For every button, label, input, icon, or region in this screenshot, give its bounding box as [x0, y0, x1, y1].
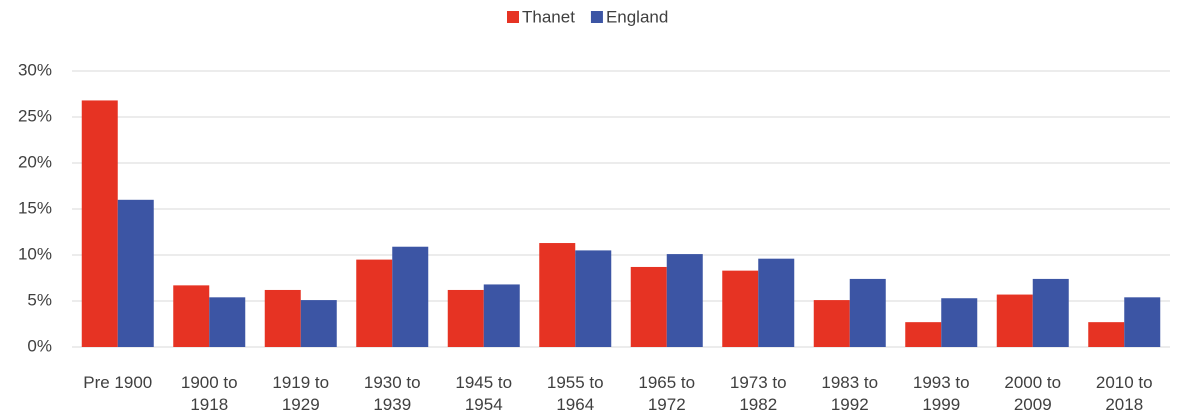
x-tick-label: 1945 to 1954 [455, 373, 513, 414]
y-tick-label: 5% [27, 290, 52, 309]
x-tick-label: 1983 to 1992 [821, 373, 879, 414]
legend-label: England [606, 7, 668, 26]
bar [1032, 278, 1069, 347]
bar [447, 289, 484, 347]
bar [209, 297, 246, 347]
bar [356, 259, 393, 347]
y-tick-label: 15% [18, 198, 52, 217]
y-tick-label: 10% [18, 244, 52, 263]
x-tick-label: 2000 to 2009 [1004, 373, 1062, 414]
bar [849, 278, 886, 347]
bar [392, 246, 429, 347]
bar [300, 300, 337, 347]
x-tick-label: Pre 1900 [83, 373, 153, 392]
y-tick-label: 0% [27, 336, 52, 355]
x-tick-label: 1965 to 1972 [638, 373, 696, 414]
bar [483, 284, 520, 347]
x-tick-label: 1900 to 1918 [180, 373, 238, 414]
x-tick-label: 1993 to 1999 [912, 373, 970, 414]
y-tick-label: 25% [18, 106, 52, 125]
bar [1124, 297, 1161, 347]
bar [1088, 322, 1125, 347]
x-tick-label: 1973 to 1982 [729, 373, 787, 414]
bar [575, 250, 612, 347]
y-tick-label: 20% [18, 152, 52, 171]
bar [539, 243, 576, 347]
x-tick-label: 1919 to 1929 [272, 373, 330, 414]
bar [81, 100, 118, 347]
legend-label: Thanet [522, 7, 575, 26]
bar [758, 258, 795, 347]
y-tick-label: 30% [18, 60, 52, 79]
bar [996, 294, 1033, 347]
bar [630, 266, 667, 347]
bar [117, 199, 154, 347]
bar [264, 289, 301, 347]
legend-swatch [507, 11, 519, 23]
bar [813, 300, 850, 347]
bar [173, 285, 210, 347]
x-tick-label: 1955 to 1964 [546, 373, 604, 414]
bar [905, 322, 942, 347]
bar [666, 254, 703, 347]
bar [941, 298, 978, 347]
x-tick-label: 1930 to 1939 [363, 373, 421, 414]
x-tick-label: 2010 to 2018 [1095, 373, 1153, 414]
bar [722, 270, 759, 347]
legend-swatch [590, 11, 603, 23]
